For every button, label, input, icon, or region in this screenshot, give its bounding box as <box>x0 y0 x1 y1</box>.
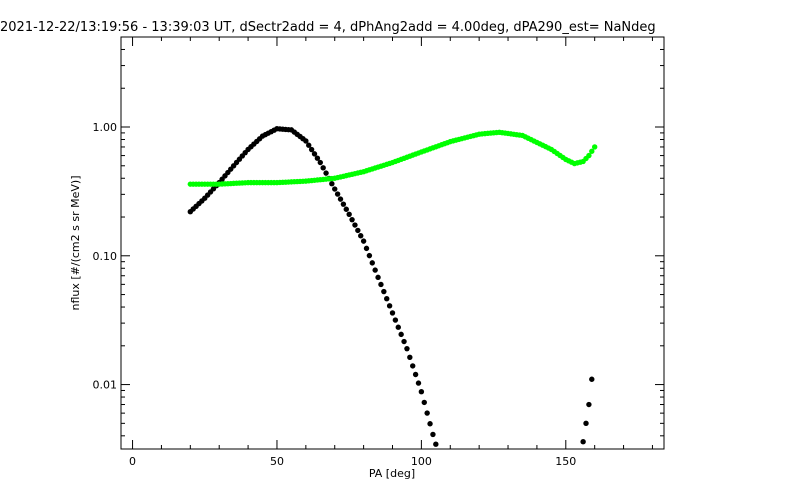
black-series-point <box>366 252 373 259</box>
y-tick-label: 1.00 <box>93 121 118 134</box>
black-series-point <box>386 303 393 309</box>
black-series-point <box>346 211 352 217</box>
black-series-tail-point <box>586 401 592 408</box>
black-series-tail-point <box>589 376 595 382</box>
x-tick-label: 100 <box>411 455 432 468</box>
black-series-point <box>384 296 390 302</box>
x-tick-label: 0 <box>129 455 136 468</box>
black-series-point <box>314 155 321 161</box>
black-series-point <box>412 371 419 378</box>
black-series-point <box>323 170 329 176</box>
black-series-point <box>360 238 367 244</box>
black-series-point <box>378 281 384 288</box>
black-series-point <box>424 410 430 416</box>
black-series-point <box>375 274 381 281</box>
black-series-tail-point <box>580 439 586 445</box>
black-series-point <box>404 345 410 352</box>
series-green <box>187 129 598 187</box>
black-series-tail-point <box>583 420 589 427</box>
black-series-point <box>320 165 326 171</box>
series-layer <box>187 126 598 447</box>
black-series-point <box>303 138 309 144</box>
x-axis-label: PA [deg] <box>369 467 415 480</box>
chart-title: 2021-12-22/13:19:56 - 13:39:03 UT, dSect… <box>0 20 656 35</box>
series-black <box>187 126 595 447</box>
black-series-point <box>421 399 427 406</box>
black-series-point <box>358 233 364 239</box>
black-series-point <box>352 222 358 228</box>
y-axis-label: nflux [#/(cm2 s sr MeV)] <box>69 176 82 311</box>
y-tick-label: 0.01 <box>93 379 118 392</box>
black-series-point <box>430 431 436 438</box>
tick-labels: 0 50 100 150 1.00 0.10 0.01 <box>93 121 577 468</box>
black-series-point <box>308 146 315 153</box>
black-series-point <box>337 196 344 202</box>
x-tick-label: 150 <box>555 455 576 468</box>
black-series-point <box>395 324 401 330</box>
axis-ticks <box>121 36 664 449</box>
black-series-point <box>410 363 416 369</box>
black-series-point <box>433 441 439 447</box>
black-series-point <box>317 159 323 166</box>
black-series-point <box>306 142 312 148</box>
black-series-point <box>343 206 349 212</box>
green-series-point <box>589 148 595 154</box>
black-series-point <box>401 338 407 345</box>
black-series-point <box>349 216 355 223</box>
black-series-point <box>381 288 387 295</box>
x-tick-label: 50 <box>270 455 284 468</box>
black-series-point <box>311 151 318 157</box>
black-series-point <box>332 186 338 192</box>
black-series-point <box>418 389 425 395</box>
black-series-point <box>355 227 361 234</box>
black-series-point <box>392 317 399 323</box>
black-series-point <box>329 181 335 187</box>
black-series-point <box>340 201 347 207</box>
black-series-point <box>407 354 413 360</box>
black-series-point <box>415 380 422 386</box>
black-series-point <box>427 421 433 427</box>
plot-frame <box>120 36 665 450</box>
black-series-point <box>389 310 396 316</box>
black-series-point <box>398 331 404 338</box>
green-series-point <box>586 152 592 159</box>
green-series-point <box>591 144 598 150</box>
y-tick-label: 0.10 <box>93 250 118 263</box>
black-series-point <box>334 191 341 197</box>
black-series-point <box>363 245 370 252</box>
black-series-point <box>372 267 378 273</box>
black-series-point <box>369 260 375 266</box>
